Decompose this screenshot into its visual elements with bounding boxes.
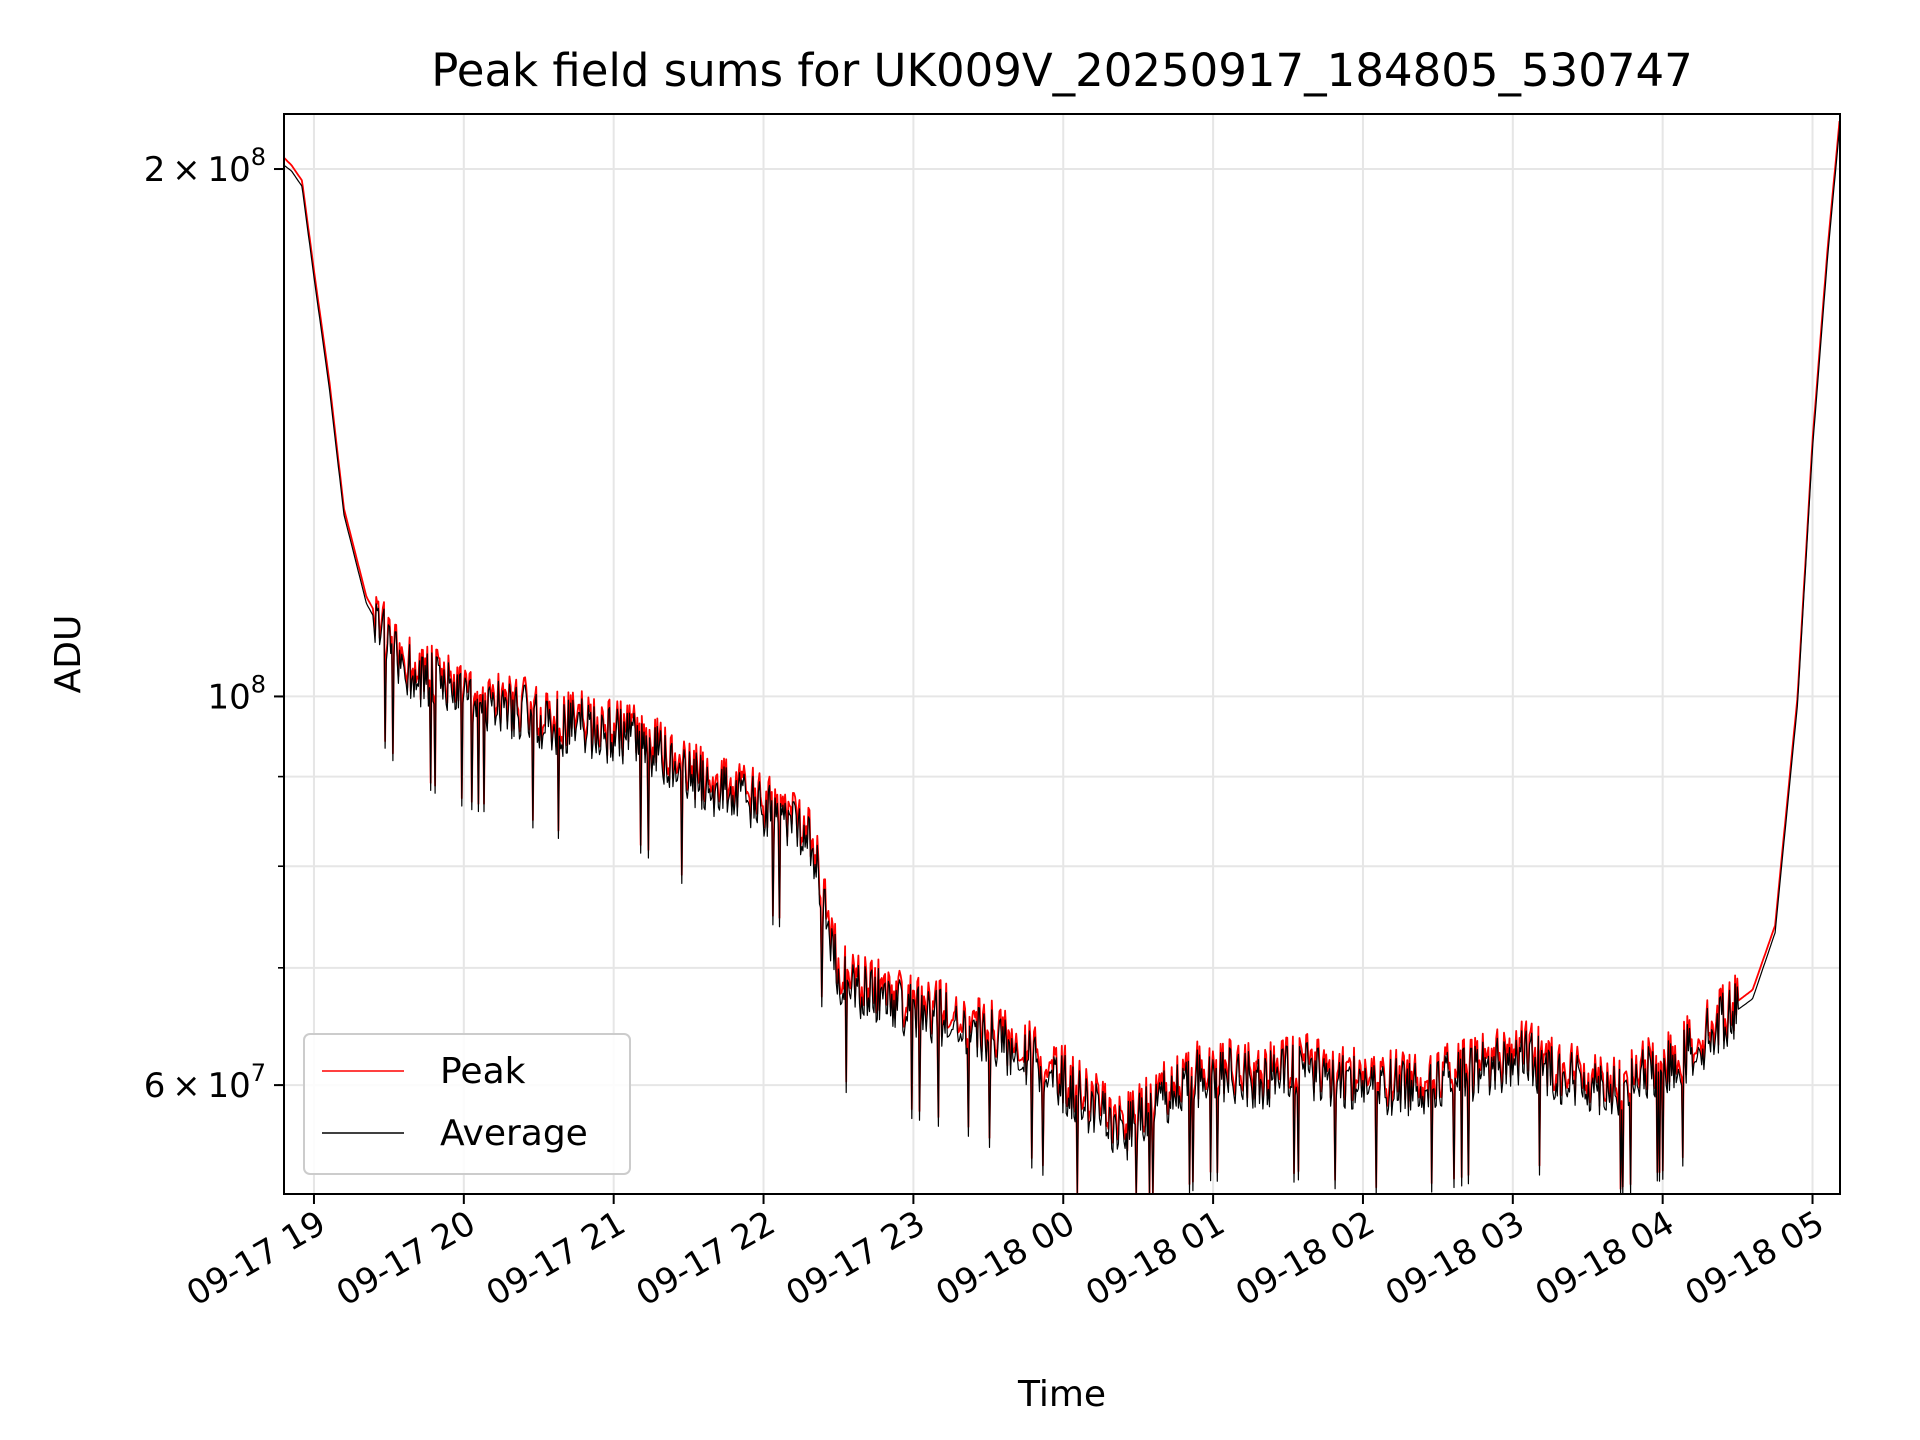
series-line-average — [283, 128, 1841, 1195]
chart-title: Peak field sums for UK009V_20250917_1848… — [431, 44, 1693, 97]
grid-layer — [284, 114, 1840, 1194]
legend-peak-label: Peak — [440, 1051, 526, 1092]
legend-average-label: Average — [440, 1113, 588, 1154]
y-tick-label: 108 — [207, 670, 266, 717]
y-axis: 2 × 108 108 6 × 107 — [144, 143, 284, 1106]
y-axis-title: ADU — [48, 615, 89, 694]
legend: Peak Average — [303, 1033, 631, 1175]
y-tick-label: 6 × 107 — [144, 1059, 266, 1106]
series-layer — [283, 121, 1841, 1195]
x-axis-title: Time — [1017, 1374, 1106, 1415]
y-tick-label: 2 × 108 — [144, 143, 266, 190]
plot-frame — [283, 113, 1841, 1195]
series-line-peak — [283, 121, 1841, 1195]
legend-box — [303, 1033, 631, 1175]
